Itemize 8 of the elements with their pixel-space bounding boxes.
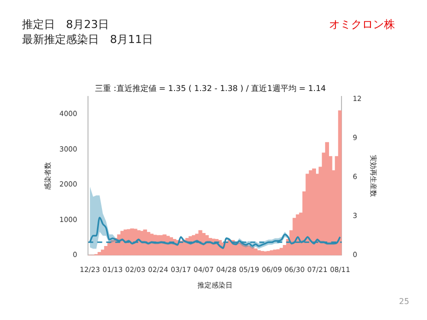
- text: オミクロン株: [329, 17, 395, 32]
- text: 25: [399, 297, 410, 306]
- text: 最新推定感染日 8月11日: [22, 32, 153, 47]
- bar: [254, 248, 258, 256]
- text: 推定日 8月23日: [22, 17, 109, 32]
- bar: [338, 110, 342, 256]
- chart-title: 三重 :直近推定値 = 1.35 ( 1.32 - 1.38 ) / 直近1週平均 = 1.14: [95, 84, 326, 93]
- bar: [247, 246, 252, 256]
